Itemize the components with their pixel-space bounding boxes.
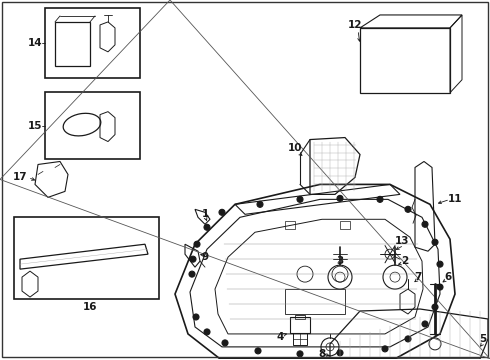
Bar <box>295 315 305 319</box>
Circle shape <box>194 241 200 247</box>
Text: 6: 6 <box>444 272 452 282</box>
Circle shape <box>190 256 196 262</box>
Text: 1: 1 <box>201 209 209 219</box>
Circle shape <box>422 221 428 227</box>
Text: 12: 12 <box>348 20 362 30</box>
Bar <box>55 22 90 66</box>
Text: 8: 8 <box>318 349 326 359</box>
Text: 17: 17 <box>13 172 27 183</box>
Text: 11: 11 <box>448 194 462 204</box>
Bar <box>290 317 310 333</box>
Circle shape <box>432 239 438 245</box>
Bar <box>285 221 295 229</box>
Bar <box>340 221 350 229</box>
Bar <box>45 8 140 78</box>
Circle shape <box>437 261 443 267</box>
Bar <box>285 289 345 314</box>
Text: 16: 16 <box>83 302 97 312</box>
Text: 15: 15 <box>28 121 42 131</box>
Bar <box>360 28 450 93</box>
Circle shape <box>204 224 210 230</box>
Circle shape <box>222 340 228 346</box>
Text: 14: 14 <box>28 38 42 48</box>
Circle shape <box>204 329 210 335</box>
Circle shape <box>189 271 195 277</box>
Bar <box>45 92 140 159</box>
Circle shape <box>193 314 199 320</box>
Text: 10: 10 <box>288 143 302 153</box>
Text: 5: 5 <box>479 334 487 344</box>
Bar <box>14 217 159 299</box>
Circle shape <box>257 201 263 207</box>
Circle shape <box>432 304 438 310</box>
Text: 9: 9 <box>201 252 209 262</box>
Circle shape <box>219 209 225 215</box>
Text: 4: 4 <box>276 332 284 342</box>
Circle shape <box>377 196 383 202</box>
Circle shape <box>337 195 343 201</box>
Bar <box>293 333 307 345</box>
Text: 7: 7 <box>415 272 422 282</box>
Circle shape <box>337 350 343 356</box>
Text: 13: 13 <box>395 236 409 246</box>
Circle shape <box>297 196 303 202</box>
Text: 2: 2 <box>401 256 409 266</box>
Circle shape <box>405 206 411 212</box>
Circle shape <box>382 346 388 352</box>
Text: 3: 3 <box>336 256 343 266</box>
Circle shape <box>255 348 261 354</box>
Circle shape <box>405 336 411 342</box>
Circle shape <box>297 351 303 357</box>
Circle shape <box>422 321 428 327</box>
Circle shape <box>437 284 443 290</box>
